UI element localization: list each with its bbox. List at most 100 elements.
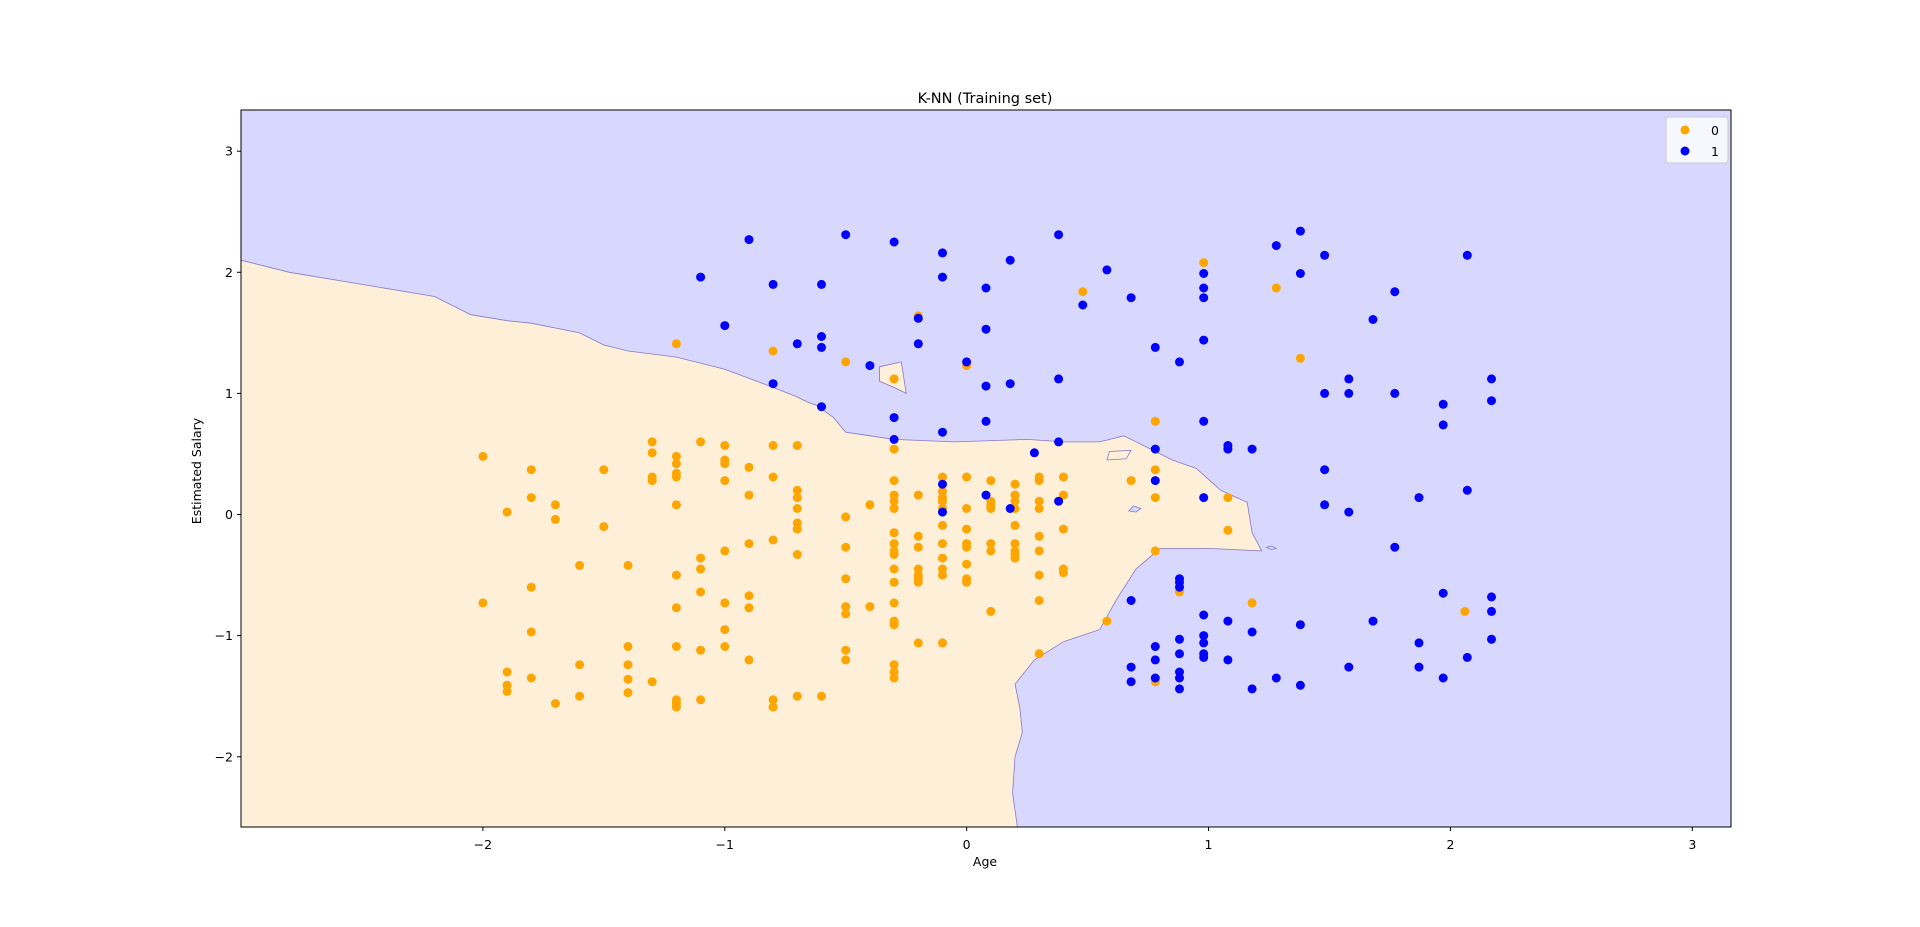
point-class-0 bbox=[647, 437, 657, 447]
point-class-0 bbox=[938, 472, 947, 482]
point-class-0 bbox=[889, 528, 899, 538]
point-class-0 bbox=[696, 695, 706, 705]
point-class-0 bbox=[526, 673, 536, 683]
point-class-1 bbox=[1247, 627, 1257, 637]
point-class-0 bbox=[550, 500, 560, 510]
point-class-0 bbox=[696, 437, 706, 447]
point-class-1 bbox=[1247, 444, 1257, 454]
point-class-1 bbox=[981, 490, 991, 500]
point-class-0 bbox=[502, 686, 512, 696]
point-class-1 bbox=[981, 283, 991, 293]
point-class-0 bbox=[962, 504, 972, 513]
point-class-0 bbox=[575, 660, 585, 670]
point-class-1 bbox=[792, 339, 802, 349]
point-class-1 bbox=[1150, 655, 1160, 665]
point-class-0 bbox=[889, 476, 899, 486]
point-class-1 bbox=[1247, 684, 1257, 694]
point-class-1 bbox=[1462, 250, 1472, 260]
point-class-1 bbox=[865, 361, 875, 371]
point-class-1 bbox=[1271, 241, 1281, 251]
point-class-0 bbox=[696, 553, 706, 563]
point-class-1 bbox=[1390, 542, 1400, 552]
point-class-1 bbox=[1223, 444, 1233, 454]
point-class-1 bbox=[1175, 634, 1184, 644]
point-class-0 bbox=[792, 493, 802, 503]
point-class-1 bbox=[1199, 610, 1209, 620]
point-class-1 bbox=[1150, 673, 1160, 683]
point-class-0 bbox=[792, 524, 802, 534]
point-class-0 bbox=[575, 691, 585, 701]
point-class-0 bbox=[720, 598, 730, 608]
point-class-0 bbox=[1295, 353, 1305, 363]
point-class-0 bbox=[889, 564, 899, 574]
point-class-1 bbox=[1344, 662, 1354, 672]
point-class-0 bbox=[841, 602, 851, 612]
point-class-0 bbox=[1034, 649, 1044, 659]
point-class-1 bbox=[1320, 388, 1330, 398]
point-class-0 bbox=[696, 645, 706, 655]
point-class-0 bbox=[889, 496, 899, 506]
point-class-0 bbox=[889, 550, 899, 559]
point-class-0 bbox=[502, 667, 512, 677]
point-class-0 bbox=[671, 451, 681, 461]
point-class-0 bbox=[671, 570, 681, 580]
point-class-1 bbox=[1414, 662, 1424, 672]
point-class-0 bbox=[913, 531, 923, 541]
point-class-1 bbox=[1199, 652, 1209, 662]
point-class-0 bbox=[1034, 546, 1044, 556]
point-class-0 bbox=[962, 577, 972, 587]
point-class-0 bbox=[768, 702, 778, 712]
point-class-1 bbox=[938, 479, 947, 489]
point-class-0 bbox=[768, 346, 778, 356]
point-class-0 bbox=[1126, 476, 1136, 486]
point-class-0 bbox=[599, 522, 609, 532]
point-class-1 bbox=[913, 313, 923, 323]
point-class-0 bbox=[1102, 616, 1112, 626]
point-class-1 bbox=[1295, 269, 1305, 278]
point-class-1 bbox=[1054, 437, 1064, 447]
x-tick-label: 2 bbox=[1446, 837, 1454, 852]
point-class-1 bbox=[938, 272, 947, 282]
point-class-1 bbox=[696, 272, 706, 282]
point-class-0 bbox=[889, 577, 899, 587]
point-class-1 bbox=[1320, 500, 1330, 510]
point-class-1 bbox=[1150, 476, 1160, 486]
y-tick-label: 0 bbox=[225, 507, 233, 522]
chart-title: K-NN (Training set) bbox=[918, 91, 1053, 107]
legend: 0 1 bbox=[1665, 116, 1729, 164]
point-class-0 bbox=[1034, 531, 1044, 541]
point-class-1 bbox=[981, 416, 991, 426]
point-class-0 bbox=[1150, 465, 1160, 475]
point-class-0 bbox=[744, 655, 754, 665]
point-class-1 bbox=[1438, 673, 1448, 683]
point-class-0 bbox=[889, 504, 899, 513]
point-class-1 bbox=[1368, 315, 1378, 324]
point-class-1 bbox=[889, 413, 899, 423]
decision-regions bbox=[241, 110, 1731, 827]
point-class-0 bbox=[962, 472, 972, 482]
point-class-0 bbox=[720, 546, 730, 556]
point-class-0 bbox=[623, 688, 633, 698]
point-class-0 bbox=[1223, 493, 1233, 503]
point-class-0 bbox=[720, 459, 730, 469]
region-island-class-1 bbox=[1127, 505, 1142, 513]
point-class-0 bbox=[841, 655, 851, 665]
point-class-1 bbox=[1150, 444, 1160, 454]
point-class-0 bbox=[1247, 598, 1257, 608]
point-class-0 bbox=[938, 638, 947, 648]
point-class-0 bbox=[478, 598, 488, 608]
point-class-0 bbox=[889, 374, 899, 384]
point-class-0 bbox=[671, 603, 681, 613]
point-class-1 bbox=[1223, 655, 1233, 665]
point-class-0 bbox=[865, 500, 875, 510]
point-class-0 bbox=[938, 539, 947, 549]
scatter-points bbox=[478, 226, 1496, 712]
point-class-1 bbox=[1487, 634, 1496, 644]
point-class-0 bbox=[938, 553, 947, 563]
point-class-1 bbox=[938, 427, 947, 437]
point-class-1 bbox=[1029, 448, 1039, 458]
point-class-1 bbox=[1320, 465, 1330, 475]
y-axis-ticks: −2 −1 0 1 2 3 bbox=[215, 144, 241, 764]
